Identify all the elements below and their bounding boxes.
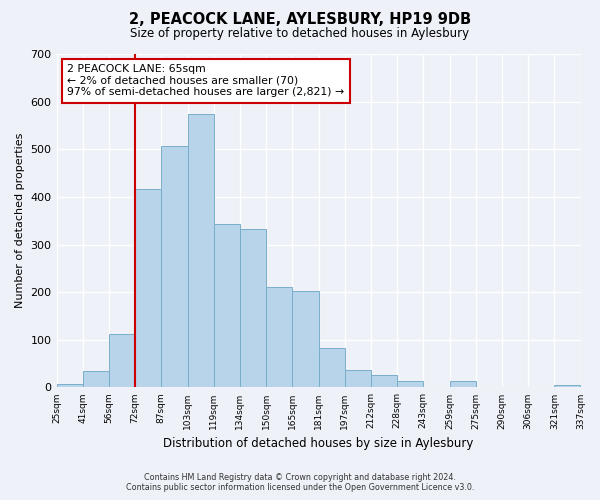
Text: 2 PEACOCK LANE: 65sqm
← 2% of detached houses are smaller (70)
97% of semi-detac: 2 PEACOCK LANE: 65sqm ← 2% of detached h… bbox=[67, 64, 344, 97]
Text: Size of property relative to detached houses in Aylesbury: Size of property relative to detached ho… bbox=[130, 28, 470, 40]
Bar bbox=[188, 114, 214, 388]
Bar bbox=[554, 385, 580, 388]
Bar bbox=[214, 224, 240, 388]
Bar bbox=[319, 348, 345, 388]
Text: 2, PEACOCK LANE, AYLESBURY, HP19 9DB: 2, PEACOCK LANE, AYLESBURY, HP19 9DB bbox=[129, 12, 471, 28]
Bar bbox=[449, 381, 476, 388]
Text: Contains HM Land Registry data © Crown copyright and database right 2024.
Contai: Contains HM Land Registry data © Crown c… bbox=[126, 473, 474, 492]
Bar bbox=[83, 371, 109, 388]
X-axis label: Distribution of detached houses by size in Aylesbury: Distribution of detached houses by size … bbox=[163, 437, 474, 450]
Bar bbox=[292, 290, 319, 388]
Bar bbox=[109, 334, 135, 388]
Bar bbox=[345, 370, 371, 388]
Bar bbox=[135, 190, 161, 388]
Bar bbox=[371, 374, 397, 388]
Bar bbox=[240, 229, 266, 388]
Y-axis label: Number of detached properties: Number of detached properties bbox=[15, 133, 25, 308]
Bar bbox=[397, 381, 424, 388]
Bar bbox=[161, 146, 188, 388]
Bar bbox=[56, 384, 83, 388]
Bar bbox=[266, 288, 292, 388]
